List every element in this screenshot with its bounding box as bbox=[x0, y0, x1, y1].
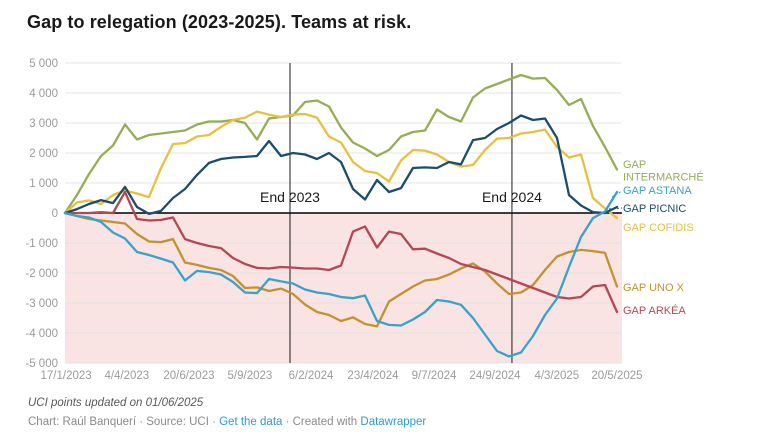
x-axis-tick-label: 4/3/2025 bbox=[534, 370, 579, 382]
annotation-label-end-2023: End 2023 bbox=[260, 189, 320, 205]
legend-label-gap-ark-a: GAP ARKÉA bbox=[623, 304, 686, 317]
series-line-gap-picnic bbox=[63, 114, 619, 216]
x-axis-tick-label: 5/9/2023 bbox=[228, 370, 273, 382]
y-axis-tick-label: -3 000 bbox=[25, 298, 58, 310]
x-axis-tick-label: 20/5/2025 bbox=[591, 370, 642, 382]
y-axis-tick-label: 4 000 bbox=[29, 88, 58, 100]
chart-byline: Chart: Raúl Banquerí · Source: UCI · Get… bbox=[28, 416, 426, 428]
byline-text: Chart: Raúl Banquerí · Source: UCI · bbox=[28, 416, 220, 428]
relegation-zone bbox=[65, 213, 622, 363]
x-axis-tick-label: 6/2/2024 bbox=[289, 370, 334, 382]
datawrapper-link[interactable]: Datawrapper bbox=[360, 416, 427, 428]
legend-label-gap-cofidis: GAP COFIDIS bbox=[623, 222, 694, 234]
legend-connector bbox=[611, 190, 623, 198]
y-axis-tick-label: -2 000 bbox=[25, 268, 58, 280]
y-axis-tick-label: -4 000 bbox=[25, 328, 58, 340]
y-axis-tick-label: 3 000 bbox=[29, 118, 58, 130]
legend-label-gap-astana: GAP ASTANA bbox=[623, 185, 692, 197]
legend-label-gap-intermarch: GAP bbox=[623, 159, 646, 171]
x-axis-tick-label: 4/4/2023 bbox=[104, 370, 149, 382]
series-line-gap-astana bbox=[63, 190, 619, 358]
y-axis-tick-label: 5 000 bbox=[29, 58, 58, 70]
get-the-data-link[interactable]: Get the data bbox=[219, 416, 283, 428]
chart-title: Gap to relegation (2023-2025). Teams at … bbox=[27, 12, 412, 32]
y-axis-tick-label: -1 000 bbox=[25, 238, 58, 250]
x-axis-tick-label: 23/4/2024 bbox=[347, 370, 399, 382]
chart-note: UCI points updated on 01/06/2025 bbox=[28, 397, 204, 409]
series-line-gap-cofidis bbox=[63, 110, 619, 220]
legend-label-gap-uno-x: GAP UNO X bbox=[623, 282, 685, 294]
series-line-gap-ark-a bbox=[63, 190, 619, 314]
y-axis-tick-label: 1 000 bbox=[29, 178, 58, 190]
y-axis-tick-label: 0 bbox=[52, 208, 58, 220]
x-axis-tick-label: 9/7/2024 bbox=[412, 370, 457, 382]
y-axis-tick-label: 2 000 bbox=[29, 148, 58, 160]
x-axis-tick-label: 20/6/2023 bbox=[163, 370, 214, 382]
chart-svg: 5 000 4 000 3 000 2 000 1 000 0 -1 000 -2 000 -3… bbox=[25, 58, 704, 382]
byline-created-with: · Created with bbox=[282, 416, 361, 428]
annotation-label-end-2024: End 2024 bbox=[482, 189, 542, 205]
x-axis-tick-label: 17/1/2023 bbox=[41, 370, 92, 382]
series-line-gap-intermarch bbox=[63, 73, 619, 215]
legend-label-gap-picnic: GAP PICNIC bbox=[623, 203, 686, 215]
series-line-gap-uno-x bbox=[63, 211, 619, 328]
y-axis-tick-label: -5 000 bbox=[25, 358, 58, 370]
x-axis-tick-label: 24/9/2024 bbox=[469, 370, 521, 382]
legend-label-gap-intermarch: INTERMARCHÉ bbox=[623, 171, 704, 184]
